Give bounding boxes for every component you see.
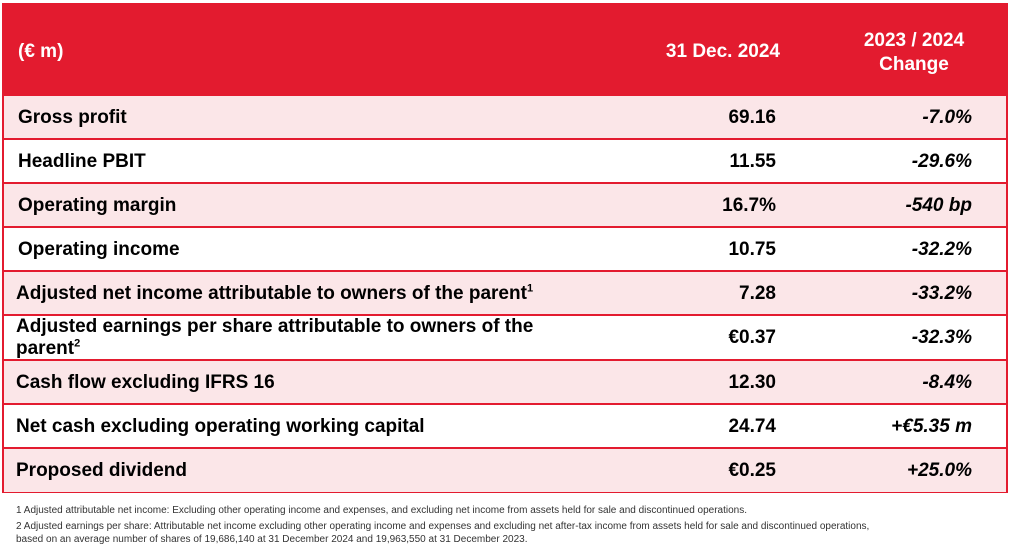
- row-label: Gross profit: [18, 107, 127, 128]
- footnotes: 1 Adjusted attributable net income: Excl…: [16, 504, 1006, 546]
- table-row: Adjusted net income attributable to owne…: [4, 272, 1006, 316]
- header-date-label: 31 Dec. 2024: [665, 41, 780, 62]
- footnote-marker: 1: [526, 282, 534, 295]
- row-label: Operating margin: [18, 195, 177, 216]
- row-label: Operating income: [18, 239, 180, 260]
- row-change: -33.2%: [911, 283, 972, 304]
- row-value: 69.16: [728, 107, 776, 128]
- table-row: Net cash excluding operating working cap…: [4, 405, 1006, 449]
- row-label: Adjusted earnings per share attributable…: [16, 316, 596, 360]
- row-change: +25.0%: [907, 460, 972, 481]
- table-row: Operating income 10.75 -32.2%: [4, 228, 1006, 272]
- header-change-line2: Change: [879, 54, 949, 75]
- row-label: Adjusted net income attributable to owne…: [16, 283, 533, 305]
- row-label-line1: Adjusted earnings per share attributable…: [16, 316, 534, 337]
- table-row: Operating margin 16.7% -540 bp: [4, 184, 1006, 228]
- footnote-1: 1 Adjusted attributable net income: Excl…: [16, 505, 748, 516]
- row-value: 12.30: [728, 372, 776, 393]
- header-change-label: 2023 / 2024 Change: [824, 29, 1004, 77]
- row-value: €0.25: [728, 460, 776, 481]
- footnote-2-line1: 2 Adjusted earnings per share: Attributa…: [16, 521, 870, 532]
- row-label-text: Adjusted net income attributable to owne…: [16, 283, 527, 304]
- table-body: Gross profit 69.16 -7.0% Headline PBIT 1…: [4, 96, 1006, 492]
- table-row: Headline PBIT 11.55 -29.6%: [4, 140, 1006, 184]
- row-label-line2: parent: [16, 338, 75, 359]
- header-change-line1: 2023 / 2024: [863, 30, 965, 51]
- row-label: Headline PBIT: [18, 151, 146, 172]
- table-row: Gross profit 69.16 -7.0%: [4, 96, 1006, 140]
- footnote-2-line2: based on an average number of shares of …: [16, 534, 528, 545]
- row-change: -32.2%: [911, 239, 972, 260]
- footnote-marker: 2: [74, 337, 81, 350]
- row-value: 24.74: [728, 416, 776, 437]
- table-header: (€ m) 31 Dec. 2024 2023 / 2024 Change: [4, 5, 1006, 96]
- row-change: -29.6%: [911, 151, 972, 172]
- row-value: 11.55: [729, 151, 777, 172]
- row-value: 16.7%: [722, 195, 776, 216]
- row-change: -540 bp: [905, 195, 972, 216]
- table-row: Proposed dividend €0.25 +25.0%: [4, 449, 1006, 492]
- table-row: Adjusted earnings per share attributable…: [4, 316, 1006, 361]
- row-value: €0.37: [728, 327, 776, 348]
- row-value: 7.28: [739, 283, 776, 304]
- header-unit-label: (€ m): [18, 41, 64, 62]
- row-change: -8.4%: [922, 372, 972, 393]
- row-change: +€5.35 m: [891, 416, 972, 437]
- row-label: Proposed dividend: [16, 460, 188, 481]
- table-row: Cash flow excluding IFRS 16 12.30 -8.4%: [4, 361, 1006, 405]
- row-label: Net cash excluding operating working cap…: [16, 416, 425, 437]
- row-value: 10.75: [728, 239, 776, 260]
- results-table: (€ m) 31 Dec. 2024 2023 / 2024 Change Gr…: [2, 3, 1008, 493]
- row-label: Cash flow excluding IFRS 16: [16, 372, 275, 393]
- row-change: -32.3%: [911, 327, 972, 348]
- row-change: -7.0%: [922, 107, 972, 128]
